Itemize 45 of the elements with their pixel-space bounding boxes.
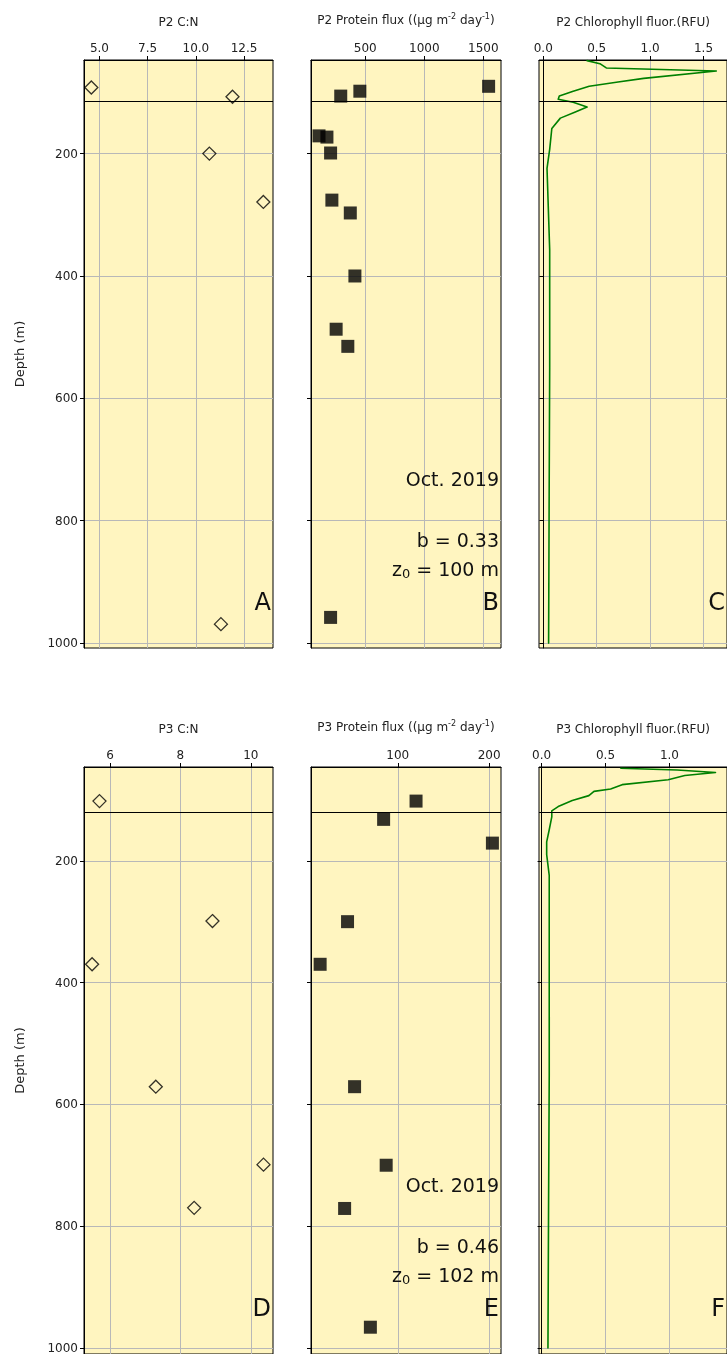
x-tick-label: 100 bbox=[386, 748, 410, 762]
x-tick-label: 0.0 bbox=[533, 41, 553, 55]
x-tick-label: 8 bbox=[176, 748, 185, 762]
annotation: B bbox=[482, 588, 499, 616]
y-tick-label: 400 bbox=[55, 268, 78, 283]
chart-title: P3 Chlorophyll fluor.(RFU) bbox=[556, 722, 710, 736]
x-tick-label: 5.0 bbox=[89, 41, 109, 55]
x-tick-label: 1.0 bbox=[640, 41, 660, 55]
y-tick-label: 1000 bbox=[47, 636, 78, 651]
y-tick-label: 600 bbox=[55, 1097, 78, 1112]
y-tick-label: 800 bbox=[55, 1219, 78, 1234]
y-axis-title: Depth (m) bbox=[12, 320, 27, 388]
x-tick-label: 1500 bbox=[468, 41, 499, 55]
annotation: Oct. 2019 bbox=[405, 1173, 500, 1196]
annotation: b = 0.33 bbox=[416, 528, 500, 551]
annotation: E bbox=[483, 1294, 500, 1322]
y-tick-label: 800 bbox=[55, 513, 78, 528]
annotation: b = 0.46 bbox=[416, 1234, 500, 1257]
chart-title: P2 C:N bbox=[158, 15, 199, 29]
y-axis-title: Depth (m) bbox=[12, 1027, 27, 1094]
x-tick-label: 0.5 bbox=[587, 41, 607, 55]
x-tick-label: 1.5 bbox=[693, 41, 714, 55]
annotation: F bbox=[711, 1294, 726, 1322]
x-tick-label: 10 bbox=[243, 748, 259, 762]
x-tick-label: 12.5 bbox=[230, 41, 258, 55]
annotation: D bbox=[252, 1294, 271, 1322]
y-tick-label: 1000 bbox=[47, 1340, 78, 1354]
x-tick-label: 0.0 bbox=[532, 748, 552, 762]
x-tick-label: 6 bbox=[106, 748, 114, 762]
y-tick-label: 400 bbox=[55, 975, 78, 990]
y-tick-label: 600 bbox=[55, 391, 78, 406]
annotation: A bbox=[254, 588, 272, 616]
x-tick-label: 200 bbox=[477, 748, 501, 762]
annotation: Oct. 2019 bbox=[405, 467, 500, 490]
x-tick-label: 1000 bbox=[409, 41, 440, 55]
annotation: C bbox=[708, 588, 726, 616]
chart-title: P3 C:N bbox=[158, 722, 199, 736]
x-tick-label: 1.0 bbox=[659, 748, 679, 762]
y-tick-label: 200 bbox=[55, 853, 78, 868]
x-tick-label: 10.0 bbox=[182, 41, 210, 55]
y-tick-label: 200 bbox=[55, 146, 78, 161]
chart-title: P2 Chlorophyll fluor.(RFU) bbox=[556, 15, 710, 29]
x-tick-label: 7.5 bbox=[138, 41, 158, 55]
x-tick-label: 0.5 bbox=[595, 748, 616, 762]
x-tick-label: 500 bbox=[353, 41, 377, 55]
